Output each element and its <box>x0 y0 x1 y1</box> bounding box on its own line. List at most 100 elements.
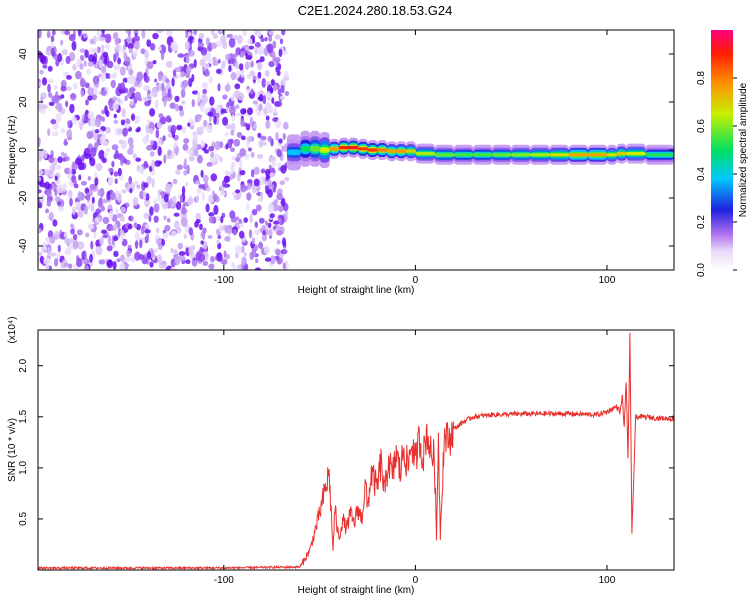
noise-point <box>62 182 67 192</box>
noise-point <box>40 54 47 65</box>
noise-point <box>135 157 142 162</box>
noise-point <box>71 161 78 171</box>
noise-point <box>81 154 85 162</box>
noise-point <box>114 178 118 185</box>
noise-point <box>257 45 265 56</box>
noise-point <box>95 245 103 256</box>
noise-point <box>209 96 215 106</box>
noise-point <box>250 151 255 158</box>
noise-point <box>233 216 240 221</box>
noise-point <box>50 119 57 125</box>
noise-point <box>39 182 47 188</box>
noise-point <box>132 196 139 207</box>
x-tick-label: 100 <box>599 575 616 586</box>
noise-point <box>249 213 253 224</box>
noise-point <box>254 42 261 48</box>
noise-point <box>210 173 218 182</box>
noise-point <box>200 169 204 178</box>
noise-point <box>39 69 44 75</box>
noise-point <box>52 30 56 36</box>
noise-point <box>265 115 270 121</box>
noise-point <box>195 219 201 224</box>
noise-point <box>196 91 201 102</box>
noise-point <box>155 128 159 139</box>
noise-point <box>77 241 85 250</box>
noise-point <box>127 244 132 249</box>
noise-point <box>170 127 174 134</box>
noise-point <box>272 117 278 123</box>
noise-point <box>266 174 271 180</box>
noise-point <box>188 245 194 256</box>
x-tick-label: -100 <box>214 575 234 586</box>
noise-point <box>263 245 270 255</box>
noise-point <box>256 154 263 159</box>
noise-point <box>94 217 100 223</box>
noise-point <box>127 148 134 155</box>
noise-point <box>240 69 244 78</box>
ridge-segment <box>434 153 455 157</box>
noise-point <box>284 210 289 216</box>
noise-point <box>217 83 221 92</box>
noise-point <box>106 60 114 69</box>
noise-point <box>41 244 48 253</box>
noise-point <box>213 204 219 215</box>
noise-point <box>75 157 83 165</box>
noise-point <box>62 71 69 76</box>
noise-point <box>146 144 153 151</box>
noise-point <box>269 172 276 178</box>
noise-point <box>90 240 94 250</box>
noise-point <box>272 160 276 169</box>
noise-point <box>87 223 95 230</box>
noise-point <box>101 109 105 115</box>
noise-point <box>108 176 114 184</box>
noise-point <box>157 122 162 129</box>
noise-point <box>174 95 180 103</box>
noise-point <box>101 30 105 34</box>
noise-point <box>223 175 230 183</box>
noise-point <box>197 154 203 164</box>
noise-point <box>141 30 146 39</box>
y-tick-label: -40 <box>18 238 29 253</box>
noise-point <box>133 116 141 124</box>
noise-point <box>273 199 279 205</box>
noise-point <box>143 182 149 188</box>
noise-point <box>276 162 282 167</box>
colorbar-ticks: 0.0 0.2 0.4 0.6 0.8 <box>696 71 737 277</box>
noise-point <box>43 257 51 265</box>
ridge-segment <box>568 153 589 157</box>
noise-point <box>159 191 167 196</box>
noise-point <box>246 136 253 143</box>
noise-point <box>238 218 243 224</box>
spectrogram-y-label: Frequency (Hz) <box>7 116 18 185</box>
noise-point <box>85 99 89 106</box>
noise-point <box>38 137 41 147</box>
noise-point <box>276 205 284 212</box>
noise-point <box>239 148 247 157</box>
noise-point <box>232 171 236 179</box>
noise-point <box>128 176 132 185</box>
noise-point <box>53 84 58 91</box>
noise-point <box>253 123 257 129</box>
noise-point <box>213 115 217 125</box>
noise-point <box>60 128 66 134</box>
noise-point <box>224 170 231 176</box>
noise-point <box>48 156 55 163</box>
noise-point <box>117 57 121 65</box>
noise-point <box>95 208 102 214</box>
noise-point <box>143 212 150 219</box>
colorbar-tick-label: 0.0 <box>696 263 707 277</box>
noise-point <box>226 235 231 242</box>
noise-point <box>108 209 114 220</box>
noise-point <box>117 193 122 203</box>
noise-point <box>210 151 215 158</box>
noise-point <box>140 48 146 55</box>
noise-point <box>182 126 187 134</box>
noise-point <box>155 227 160 234</box>
noise-point <box>72 240 79 250</box>
noise-point <box>262 95 267 105</box>
noise-point <box>158 263 166 269</box>
noise-point <box>38 189 42 194</box>
noise-point <box>130 256 136 263</box>
noise-point <box>273 106 278 115</box>
noise-point <box>155 238 162 245</box>
